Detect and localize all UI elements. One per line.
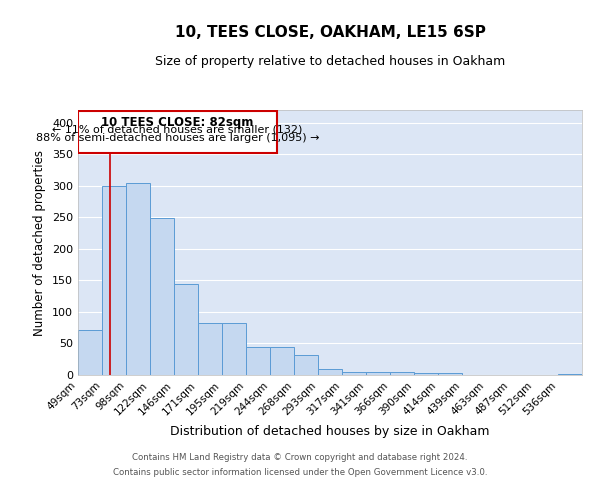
Text: 10 TEES CLOSE: 82sqm: 10 TEES CLOSE: 82sqm [101,116,254,130]
Bar [318,370,342,375]
Bar [246,347,270,375]
Text: Contains HM Land Registry data © Crown copyright and database right 2024.: Contains HM Land Registry data © Crown c… [132,453,468,462]
Text: 10, TEES CLOSE, OAKHAM, LE15 6SP: 10, TEES CLOSE, OAKHAM, LE15 6SP [175,25,485,40]
Y-axis label: Number of detached properties: Number of detached properties [34,150,46,336]
Bar [294,355,318,375]
Text: ← 11% of detached houses are smaller (132): ← 11% of detached houses are smaller (13… [52,124,303,134]
Bar [78,330,102,375]
Bar [150,218,174,375]
FancyBboxPatch shape [79,112,277,153]
Bar [342,372,366,375]
Bar [558,374,582,375]
X-axis label: Distribution of detached houses by size in Oakham: Distribution of detached houses by size … [170,425,490,438]
Text: Contains public sector information licensed under the Open Government Licence v3: Contains public sector information licen… [113,468,487,477]
Bar [102,186,126,375]
Text: Size of property relative to detached houses in Oakham: Size of property relative to detached ho… [155,55,505,68]
Bar [270,347,294,375]
Bar [126,182,150,375]
Bar [174,284,198,375]
Bar [198,322,222,375]
Text: 88% of semi-detached houses are larger (1,095) →: 88% of semi-detached houses are larger (… [36,132,319,142]
Bar [390,372,414,375]
Bar [222,322,246,375]
Bar [366,372,390,375]
Bar [414,373,438,375]
Bar [438,373,462,375]
